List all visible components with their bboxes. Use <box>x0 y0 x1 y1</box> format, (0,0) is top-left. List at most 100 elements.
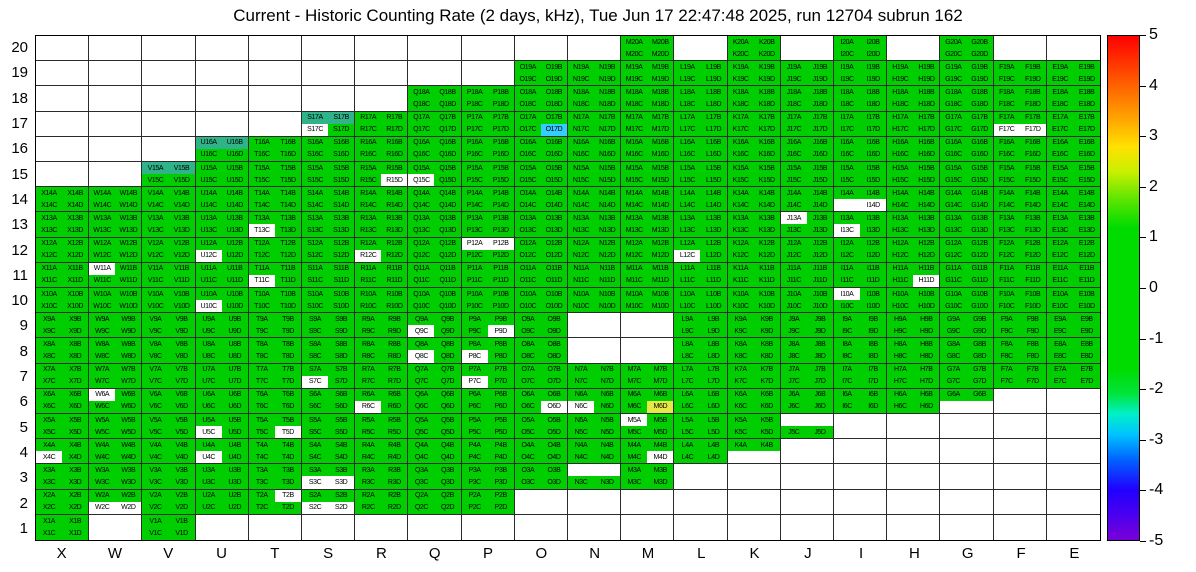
channel-E1D <box>1073 527 1100 540</box>
channel-F16C: F16C <box>993 148 1020 161</box>
cell-W16 <box>89 136 143 162</box>
channel-I16C: I16C <box>834 148 861 161</box>
channel-E6D <box>1073 401 1100 413</box>
channel-X13B: X13B <box>62 212 89 225</box>
channel-H16D: H16D <box>913 148 940 161</box>
channel-P8D: P8D <box>487 350 514 363</box>
channel-X9A: X9A <box>36 313 63 326</box>
cell-T4: T4A T4B T4C T4D <box>248 439 302 465</box>
channel-R18B <box>381 86 407 98</box>
channel-G13C: G13C <box>940 224 967 237</box>
cell-S13: S13A S13B S13C S13D <box>302 212 356 238</box>
cell-S9: S9A S9B S9C S9D <box>302 313 356 339</box>
channel-T18C <box>249 98 275 110</box>
channel-S2A: S2A <box>302 489 329 502</box>
cell-T15: T15A T15B T15C T15D <box>248 162 302 188</box>
channel-J6A: J6A <box>780 388 807 401</box>
cell-V4: V4A V4B V4C V4D <box>142 439 196 465</box>
channel-P9B: P9B <box>487 313 514 326</box>
channel-K13D: K13D <box>753 224 780 237</box>
cell-O14: O14A O14B O14C O14D <box>514 187 568 213</box>
channel-I17C: I17C <box>834 123 861 136</box>
channel-Q3A: Q3A <box>408 464 435 477</box>
channel-U9C: U9C <box>195 325 222 338</box>
channel-W13B: W13B <box>115 212 142 225</box>
cell-N3: N3C N3D <box>568 464 622 490</box>
channel-S7C: S7C <box>302 375 329 388</box>
channel-H7D: H7D <box>913 375 940 388</box>
channel-Q20B <box>434 36 460 48</box>
channel-G18D: G18D <box>966 98 993 111</box>
channel-X13D: X13D <box>62 224 89 237</box>
channel-S17D: S17D <box>328 123 355 136</box>
channel-W20A <box>89 36 115 48</box>
channel-G20C: G20C <box>940 48 967 61</box>
channel-K4C <box>728 451 754 463</box>
cell-P20 <box>461 36 515 62</box>
channel-X14C: X14C <box>36 199 63 212</box>
channel-V9C: V9C <box>142 325 169 338</box>
cell-X7: X7A X7B X7C X7D <box>36 363 90 389</box>
channel-N5A: N5A <box>568 414 595 427</box>
cell-L5: L5A L5B L5C L5D <box>674 414 728 440</box>
channel-O17C: O17C <box>514 123 541 136</box>
channel-I9C: I9C <box>834 325 861 338</box>
channel-T6B: T6B <box>274 388 301 401</box>
channel-T4C: T4C <box>248 451 275 464</box>
channel-M6D: M6D <box>647 400 674 413</box>
channel-I19A: I19A <box>834 61 861 74</box>
channel-V15C: V15C <box>142 174 169 187</box>
channel-K8B: K8B <box>753 338 780 351</box>
channel-E7A: E7A <box>1046 363 1074 376</box>
channel-U4C: U4C <box>195 451 222 464</box>
channel-N4C: N4C <box>568 451 595 464</box>
cell-X5: X5A X5B X5C X5D <box>36 414 90 440</box>
cell-S14: S14A S14B S14C S14D <box>302 187 356 213</box>
cell-T2: T2A T2B T2C T2D <box>248 489 302 515</box>
channel-N10A: N10A <box>568 288 595 301</box>
channel-U16B: U16B <box>221 136 248 149</box>
cell-N5: N5A N5B N5C N5D <box>568 414 622 440</box>
channel-U8C: U8C <box>195 350 222 363</box>
cell-R7: R7A R7B R7C R7D <box>355 363 409 389</box>
cell-Q4: Q4A Q4B Q4C Q4D <box>408 439 462 465</box>
channel-S10A: S10A <box>302 288 329 301</box>
channel-I4D <box>860 451 886 463</box>
channel-F13C: F13C <box>993 224 1020 237</box>
channel-Q16C: Q16C <box>408 148 435 161</box>
channel-I3C <box>834 476 860 488</box>
channel-I6C: I6C <box>834 400 861 413</box>
channel-Q12C: Q12C <box>408 249 435 262</box>
channel-I12B: I12B <box>860 237 887 250</box>
cell-H7: H7A H7B H7C H7D <box>887 363 941 389</box>
cell-J12: J12A J12B J12C J12D <box>780 237 834 263</box>
channel-R20C <box>355 48 381 60</box>
channel-G19B: G19B <box>966 61 993 74</box>
cell-E7: E7A E7B E7C E7D <box>1046 363 1100 389</box>
channel-E19B: E19B <box>1073 61 1100 74</box>
channel-R5D: R5D <box>381 426 408 439</box>
colorbar-tick-label: 2 <box>1149 177 1158 195</box>
channel-U7D: U7D <box>221 375 248 388</box>
cell-I8: I8A I8B I8C I8D <box>834 338 888 364</box>
channel-N13C: N13C <box>568 224 595 237</box>
channel-V15D: V15D <box>168 174 195 187</box>
channel-O10B: O10B <box>540 288 567 301</box>
channel-M14A: M14A <box>621 187 648 200</box>
channel-U2A: U2A <box>195 489 222 502</box>
channel-W20B <box>115 36 141 48</box>
channel-W18A <box>89 86 115 98</box>
channel-L10B: L10B <box>700 288 727 301</box>
cell-G7: G7A G7B G7C G7D <box>940 363 994 389</box>
channel-H7C: H7C <box>887 375 914 388</box>
channel-P18D: P18D <box>487 98 514 111</box>
cell-S15: S15A S15B S15C S15D <box>302 162 356 188</box>
channel-M3D: M3D <box>647 476 674 489</box>
channel-O6C: O6C <box>514 400 541 413</box>
channel-P7A: P7A <box>461 363 488 376</box>
channel-H15B: H15B <box>913 162 940 175</box>
channel-H8A: H8A <box>887 338 914 351</box>
channel-I4C <box>834 451 860 463</box>
channel-H6D: H6D <box>913 400 940 413</box>
channel-E10A: E10A <box>1046 288 1074 301</box>
